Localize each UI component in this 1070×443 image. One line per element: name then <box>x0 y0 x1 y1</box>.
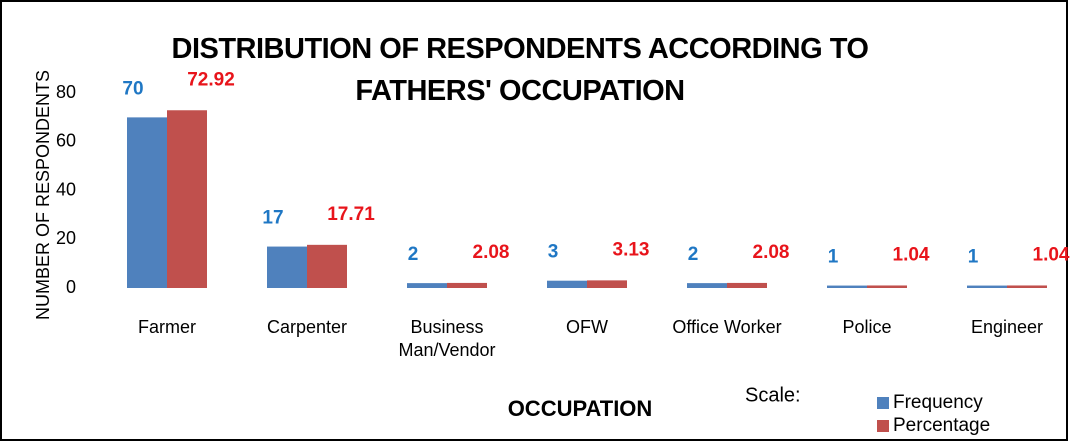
data-label: 1 <box>968 247 979 268</box>
bar <box>127 117 167 288</box>
x-axis-label: OCCUPATION <box>508 396 653 421</box>
bar <box>267 246 307 288</box>
data-label: 1.04 <box>893 244 930 265</box>
bar <box>167 110 207 288</box>
data-label: 1.04 <box>1033 244 1070 265</box>
data-label: 1 <box>828 247 839 268</box>
y-axis-label: NUMBER OF RESPONDENTS <box>33 70 53 320</box>
data-label: 3 <box>548 242 559 263</box>
legend-label: Frequency <box>893 392 983 413</box>
chart-title: DISTRIBUTION OF RESPONDENTS ACCORDING TO… <box>171 33 869 107</box>
bar <box>407 283 447 288</box>
data-label: 72.92 <box>187 69 235 90</box>
bar <box>307 244 347 288</box>
data-label: 70 <box>122 78 143 99</box>
bar <box>827 285 867 288</box>
y-tick-label: 0 <box>66 277 76 297</box>
data-label: 17.71 <box>327 204 375 225</box>
y-tick-label: 40 <box>56 179 76 199</box>
y-tick-label: 20 <box>56 228 76 248</box>
legend-swatch <box>877 420 889 432</box>
data-label: 2 <box>408 244 419 265</box>
y-tick-label: 60 <box>56 131 76 151</box>
bar <box>687 283 727 288</box>
x-tick-label: Business Man/Vendor <box>398 317 496 360</box>
data-label: 3.13 <box>613 239 650 260</box>
data-label: 17 <box>262 208 283 229</box>
x-tick-label: OFW <box>566 317 608 337</box>
x-tick-label: Police <box>842 317 892 337</box>
bar <box>727 282 767 288</box>
legend-label: Percentage <box>893 415 990 436</box>
x-tick-label: Farmer <box>138 317 196 337</box>
x-tick-label: Carpenter <box>266 317 348 337</box>
bar <box>967 285 1007 288</box>
legend-swatch <box>877 397 889 409</box>
x-tick-label: Engineer <box>970 317 1044 337</box>
y-tick-label: 80 <box>56 82 76 102</box>
data-label: 2 <box>688 244 699 265</box>
x-tick-label: Office Worker <box>672 317 782 337</box>
legend-title: Scale: <box>745 384 801 406</box>
bar <box>1007 285 1047 288</box>
data-label: 2.08 <box>473 242 510 263</box>
bar <box>867 285 907 288</box>
data-label: 2.08 <box>753 242 790 263</box>
bar <box>587 280 627 288</box>
bar <box>447 282 487 288</box>
bar <box>547 280 587 288</box>
